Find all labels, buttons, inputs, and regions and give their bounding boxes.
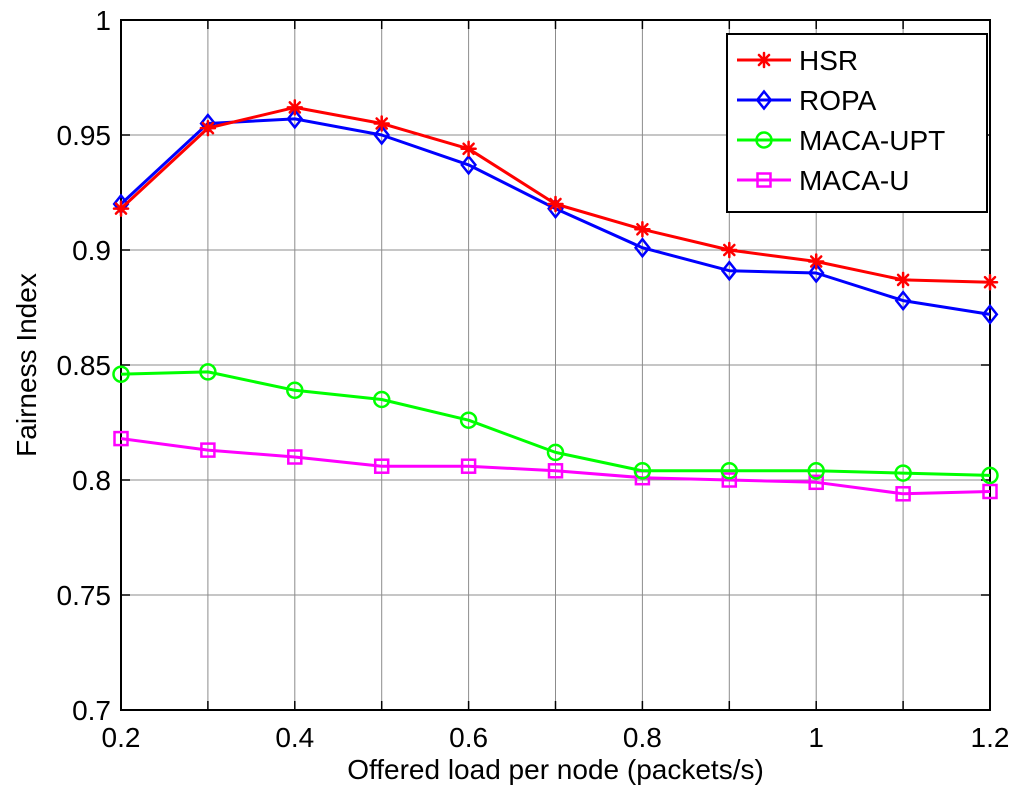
y-tick-label: 0.95: [57, 120, 112, 151]
legend-marker: [756, 172, 772, 188]
data-point-maca-upt: [546, 443, 565, 462]
asterisk-stroke: [375, 117, 388, 130]
series-line-maca-upt: [120, 370, 991, 477]
data-point-hsr: [286, 99, 304, 116]
y-tick-label: 0.75: [57, 580, 112, 611]
legend: HSR ROPA MACA-UPT MACA-U: [726, 33, 988, 213]
data-point-maca-u: [113, 430, 129, 447]
y-tick-label: 1: [95, 5, 111, 36]
y-tick-label: 0.8: [72, 465, 111, 496]
series-maca-upt: [112, 363, 999, 485]
x-tick-label: 0.2: [102, 722, 141, 753]
data-point-maca-upt: [199, 363, 217, 381]
x-tick-label: 1: [808, 722, 824, 753]
data-point-maca-upt: [981, 466, 999, 485]
legend-entry-maca-u: MACA-U: [737, 165, 909, 196]
data-point-ropa: [981, 303, 999, 325]
data-point-ropa: [373, 124, 391, 146]
y-tick-label: 0.9: [72, 235, 111, 266]
data-point-maca-upt: [720, 462, 739, 480]
legend-marker: [755, 51, 773, 69]
asterisk-stroke: [114, 202, 128, 215]
data-point-maca-upt: [286, 381, 304, 400]
data-point-hsr: [807, 253, 825, 270]
data-point-hsr: [112, 200, 130, 217]
data-point-maca-u: [200, 442, 216, 458]
asterisk-stroke: [809, 255, 823, 268]
data-point-maca-upt: [894, 464, 912, 482]
y-tick-label: 0.85: [57, 350, 112, 381]
y-tick-label: 0.7: [72, 695, 111, 726]
asterisk-stroke: [636, 223, 649, 236]
data-point-maca-upt: [372, 390, 391, 409]
data-point-ropa: [460, 154, 478, 176]
data-point-maca-upt: [807, 462, 825, 480]
asterisk-stroke: [201, 121, 215, 135]
data-point-hsr: [634, 221, 651, 238]
legend-marker: [755, 131, 773, 149]
data-point-ropa: [807, 262, 825, 284]
asterisk-stroke: [723, 243, 736, 257]
data-point-maca-upt: [112, 365, 130, 383]
data-point-ropa: [894, 290, 912, 312]
data-point-ropa: [633, 237, 651, 259]
legend-label: ROPA: [799, 85, 877, 116]
x-tick-label: 0.8: [623, 722, 662, 753]
x-tick-label: 0.4: [275, 722, 314, 753]
tick-layer: 0.2 0.4 0.6 0.8 1 1.2 0.7 0.75 0.8 0.85 0.9 0.95 1: [57, 5, 1010, 753]
data-point-maca-u: [373, 458, 390, 474]
asterisk-stroke: [983, 275, 997, 289]
data-point-maca-u: [287, 449, 303, 465]
legend-marker: [755, 89, 773, 111]
data-point-maca-u: [982, 483, 998, 500]
asterisk-stroke: [757, 53, 771, 67]
y-axis-label: Fairness Index: [11, 273, 42, 457]
legend-entry-hsr: HSR: [737, 45, 858, 76]
legend-entry-ropa: ROPA: [737, 85, 877, 116]
series-hsr: [112, 99, 999, 291]
legend-label: MACA-UPT: [799, 125, 945, 156]
data-point-maca-upt: [459, 411, 478, 429]
legend-entry-maca-upt: MACA-UPT: [737, 125, 945, 156]
legend-label: MACA-U: [799, 165, 909, 196]
asterisk-stroke: [896, 273, 910, 287]
data-point-maca-upt: [633, 462, 652, 480]
data-point-hsr: [460, 140, 477, 158]
data-point-ropa: [720, 260, 738, 282]
data-point-hsr: [199, 119, 217, 137]
data-point-hsr: [547, 195, 564, 213]
data-point-ropa: [286, 108, 304, 130]
data-point-maca-u: [547, 463, 564, 479]
series-layer: [112, 99, 999, 502]
x-tick-label: 0.6: [449, 722, 488, 753]
x-tick-label: 1.2: [971, 722, 1010, 753]
asterisk-stroke: [549, 197, 562, 211]
data-point-hsr: [981, 273, 999, 291]
asterisk-stroke: [462, 142, 475, 156]
data-point-maca-u: [895, 486, 911, 502]
data-point-hsr: [894, 271, 912, 289]
data-point-hsr: [721, 241, 738, 259]
series-line-maca-u: [120, 437, 991, 496]
data-point-maca-u: [460, 458, 477, 474]
legend-label: HSR: [799, 45, 858, 76]
x-axis-label: Offered load per node (packets/s): [347, 754, 764, 785]
data-point-maca-u: [808, 474, 824, 491]
data-point-maca-u: [721, 472, 738, 488]
asterisk-stroke: [288, 101, 302, 114]
data-point-hsr: [373, 115, 390, 132]
